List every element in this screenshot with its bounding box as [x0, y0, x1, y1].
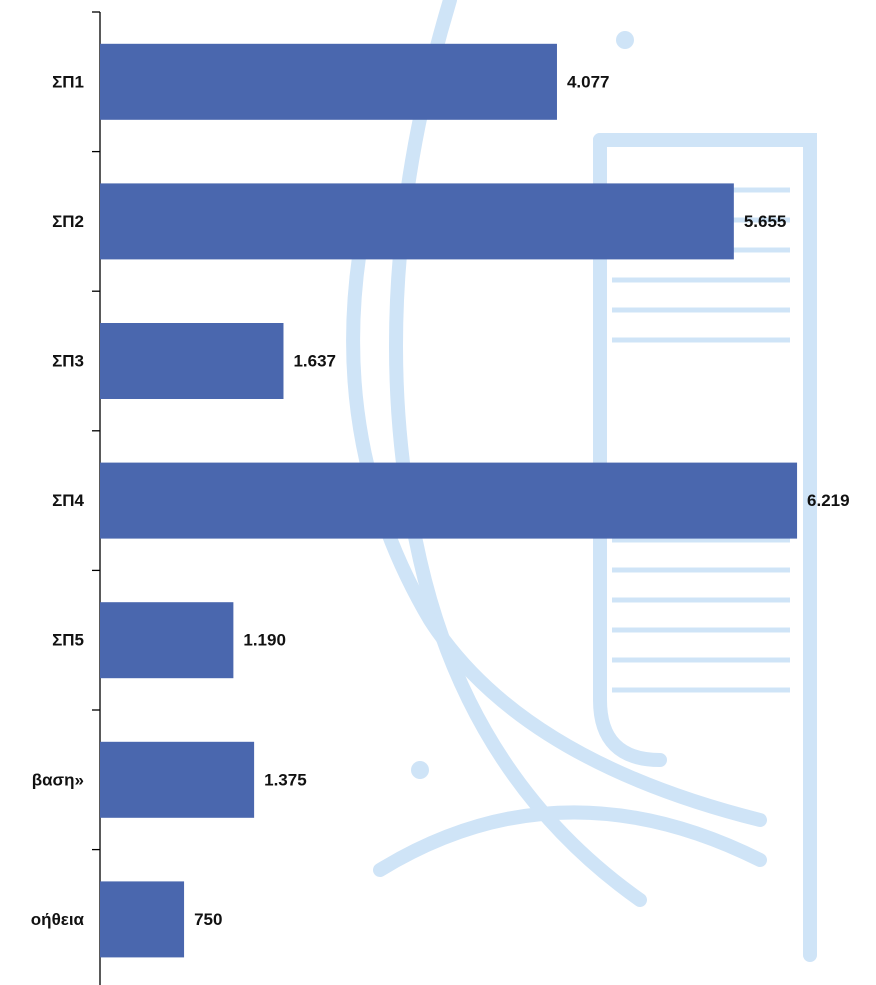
bar: [100, 44, 557, 120]
category-label: βαση»: [32, 770, 84, 789]
bar: [100, 463, 797, 539]
value-label: 6.219: [807, 491, 850, 510]
category-label: ΣΠ5: [52, 631, 84, 650]
category-label: ΣΠ3: [52, 351, 84, 370]
bar: [100, 323, 283, 399]
watermark-lines: [612, 190, 790, 690]
value-label: 1.190: [243, 631, 286, 650]
value-label: 750: [194, 910, 222, 929]
value-label: 5.655: [744, 212, 787, 231]
watermark-dot: [616, 31, 634, 49]
category-label: ΣΠ4: [52, 491, 84, 510]
value-label: 1.637: [293, 351, 336, 370]
bar: [100, 742, 254, 818]
category-label: ΣΠ1: [52, 72, 84, 91]
category-label: ΣΠ2: [52, 212, 84, 231]
bar: [100, 602, 233, 678]
value-label: 1.375: [264, 770, 307, 789]
chart: ΣΠ1 4.077 ΣΠ2 5.655 ΣΠ3 1.637 ΣΠ4 6.219 ΣΠ5 1.190…: [0, 0, 876, 985]
bar: [100, 183, 734, 259]
watermark-dot: [411, 761, 429, 779]
value-label: 4.077: [567, 72, 610, 91]
bar: [100, 881, 184, 957]
category-label: οήθεια: [31, 910, 85, 929]
